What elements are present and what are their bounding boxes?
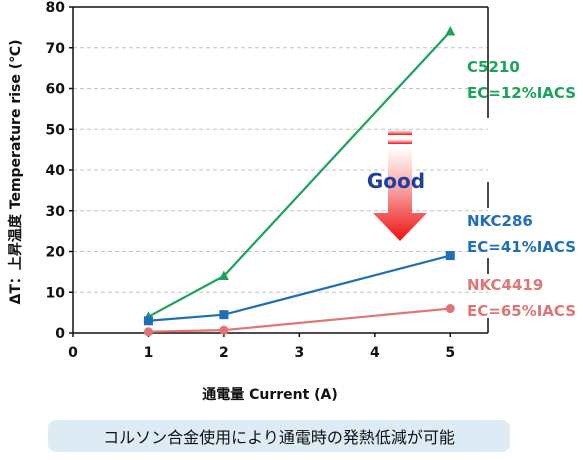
series-name-label: NKC4419 bbox=[467, 276, 543, 294]
axes bbox=[69, 6, 489, 337]
y-tick-label: 20 bbox=[46, 245, 66, 261]
y-tick-label: 10 bbox=[46, 285, 66, 301]
series-name-label: NKC286 bbox=[467, 212, 533, 230]
y-tick-label: 70 bbox=[46, 41, 66, 57]
good-annotation: Good bbox=[367, 169, 425, 193]
x-tick-label: 3 bbox=[294, 345, 304, 361]
y-tick-label: 30 bbox=[46, 204, 66, 220]
data-point-nkc286 bbox=[143, 316, 153, 326]
series-conductivity-label: EC=12%IACS bbox=[467, 84, 576, 102]
series-name-label: C5210 bbox=[467, 58, 520, 76]
x-tick-label: 5 bbox=[445, 345, 455, 361]
gridlines bbox=[73, 47, 488, 293]
series-line-nkc286 bbox=[148, 254, 451, 322]
x-tick-label: 2 bbox=[219, 345, 229, 361]
series-line-nkc4419 bbox=[148, 307, 451, 333]
y-tick-label: 80 bbox=[46, 0, 66, 16]
y-tick-label: 40 bbox=[46, 163, 66, 179]
y-axis-title: ΔT：上昇温度 Temperature rise (℃) bbox=[7, 40, 24, 305]
series bbox=[143, 25, 456, 337]
y-tick-label: 50 bbox=[46, 122, 66, 138]
data-point-nkc286 bbox=[219, 310, 229, 320]
series-conductivity-label: EC=41%IACS bbox=[467, 238, 576, 256]
x-tick-label: 4 bbox=[370, 345, 380, 361]
y-tick-label: 0 bbox=[55, 326, 65, 342]
x-tick-label: 1 bbox=[144, 345, 154, 361]
arrow-icon bbox=[373, 130, 427, 241]
tick-labels: 0 10 20 30 40 50 60 70 80 0 1 2 3 4 5 bbox=[46, 0, 456, 361]
data-point-c5210 bbox=[445, 25, 456, 36]
x-axis-title: 通電量 Current (A) bbox=[202, 386, 338, 403]
x-tick-label: 0 bbox=[68, 345, 78, 361]
improvement-arrow: Good bbox=[367, 130, 427, 241]
data-point-nkc4419 bbox=[219, 325, 229, 335]
caption-banner: コルソン合金使用により通電時の発熱低減が可能 bbox=[48, 420, 510, 452]
data-point-nkc4419 bbox=[445, 304, 455, 314]
y-tick-label: 60 bbox=[46, 82, 66, 98]
data-point-c5210 bbox=[218, 270, 229, 280]
data-point-nkc4419 bbox=[143, 327, 153, 337]
temperature-rise-chart: 0 10 20 30 40 50 60 70 80 0 1 2 3 4 5 Good C5210 EC=12%… bbox=[7, 0, 576, 403]
data-point-nkc286 bbox=[445, 251, 455, 261]
series-conductivity-label: EC=65%IACS bbox=[467, 302, 576, 320]
series-labels: C5210 EC=12%IACS NKC286 EC=41%IACS NKC4419 EC… bbox=[467, 58, 576, 320]
